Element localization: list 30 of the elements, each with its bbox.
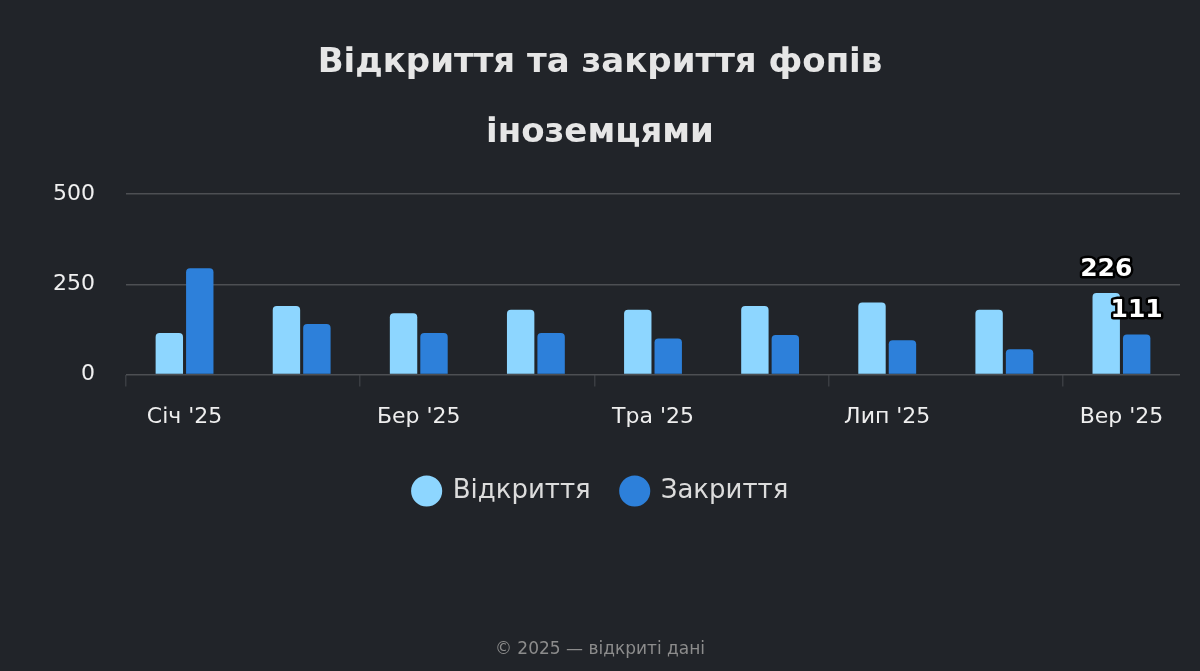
bar [741, 306, 769, 374]
bar [389, 313, 418, 374]
bar [888, 340, 917, 374]
y-tick-label: 0 [80, 360, 95, 386]
x-tick-label: Тра '25 [611, 402, 694, 428]
x-tick-label: Січ '25 [146, 402, 223, 428]
bar [420, 333, 448, 374]
y-tick-label: 250 [52, 270, 95, 296]
legend-label: Відкриття [452, 473, 591, 504]
bar [624, 309, 652, 374]
x-tick-label: Вер '25 [1079, 402, 1164, 428]
data-label: 226 [1080, 252, 1133, 282]
x-tick-label: Лип '25 [844, 402, 931, 428]
legend-label: Закриття [660, 473, 789, 504]
bar [186, 268, 214, 374]
bar [771, 334, 800, 374]
bar [654, 338, 682, 374]
bar [1122, 334, 1151, 374]
bar [506, 309, 535, 374]
bar [975, 309, 1003, 374]
bar [537, 333, 565, 374]
bar [272, 306, 301, 374]
bar [155, 333, 184, 374]
chart-title: Відкриття та закриття фопів іноземцями [316, 39, 884, 152]
x-tick-label: Бер '25 [376, 402, 461, 428]
bar [303, 324, 331, 374]
y-tick-label: 500 [52, 179, 95, 205]
bar [1005, 349, 1034, 374]
bar [858, 302, 886, 374]
text: © 2025 — відкриті дані [493, 638, 707, 658]
